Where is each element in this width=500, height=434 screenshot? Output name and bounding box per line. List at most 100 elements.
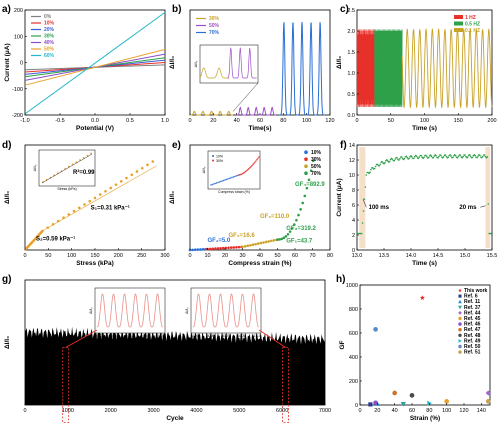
data-point-e-70% <box>309 169 313 172</box>
data-point-e-70% <box>305 186 309 190</box>
data-point-d <box>130 173 134 177</box>
chart-e-xtick-label: 20 <box>222 253 228 259</box>
chart-b-xtick-label: 120 <box>325 118 334 124</box>
chart-b-xtick-label: 0 <box>188 118 191 124</box>
chart-f-ytick-label: 6 <box>352 203 355 209</box>
data-point-f <box>398 159 400 161</box>
data-point-f <box>465 155 467 158</box>
series-b-70% <box>279 21 325 116</box>
inset-g1-xtick: 905 <box>143 334 149 338</box>
chart-c-x-axis-label: Time (s) <box>412 125 437 132</box>
chart-b-xtick-label: 20 <box>210 118 216 124</box>
panel-label-d: d) <box>2 140 11 151</box>
chart-f-xtick-label: 15.0 <box>460 253 471 259</box>
legend-label-e: 10% <box>311 150 322 156</box>
arrow-20ms <box>480 205 486 208</box>
data-point-f <box>484 155 487 158</box>
data-point-f <box>466 156 469 158</box>
series-b-50% <box>236 106 277 116</box>
chart-c-ytick-label: 0.0 <box>347 113 355 119</box>
data-point-e-30% <box>237 245 241 249</box>
cyclic-band-g <box>25 326 325 405</box>
chart-g-xtick-label: 2000 <box>105 408 117 414</box>
inset-e-point-30 <box>248 167 250 170</box>
data-point-e-70% <box>288 230 292 233</box>
data-point-e-70% <box>311 159 315 163</box>
annotation-20ms: 20 ms <box>459 205 477 211</box>
legend-label-a: 0% <box>44 14 52 20</box>
data-point-d <box>114 183 118 186</box>
data-point-f <box>410 155 412 157</box>
inset-e-point-30 <box>252 163 254 166</box>
inset-e-point-30 <box>254 161 256 163</box>
data-point-f <box>423 156 425 159</box>
data-point-f <box>432 156 435 159</box>
chart-e-xtick-label: 60 <box>292 253 298 259</box>
legend-marker-h <box>458 299 462 304</box>
legend-label-h: Ref. 48 <box>464 333 481 339</box>
data-point-f <box>490 232 492 235</box>
data-point-f <box>381 160 383 163</box>
chart-e-xtick-label: 0 <box>188 253 191 259</box>
data-point-f <box>386 160 389 162</box>
chart-f-ytick-label: 10 <box>349 173 355 179</box>
chart-d-xtick-label: 50 <box>45 253 51 259</box>
legend-label-c: 0.5 HZ <box>465 22 480 28</box>
inset-d-point <box>82 156 85 159</box>
legend-marker-h <box>458 294 462 298</box>
data-point-e-70% <box>303 194 307 198</box>
data-point-f <box>412 157 415 160</box>
data-point-f <box>452 156 454 159</box>
chart-h-xtick-label: 40 <box>392 408 398 414</box>
data-point-e-30% <box>214 247 217 250</box>
data-point-e-30% <box>232 246 236 249</box>
annotation-100ms: 100 ms <box>369 205 390 211</box>
chart-d-xtick-label: 250 <box>137 253 146 259</box>
data-point-e-70% <box>299 208 302 211</box>
data-point-f <box>474 154 477 157</box>
legend-label-c: 0.1 HZ <box>465 28 480 34</box>
annotation-gf: GF₂=110.0 <box>260 214 290 220</box>
chart-h-ytick-label: 200 <box>349 379 358 385</box>
series-c-0.5 HZ <box>374 29 403 107</box>
data-point-d <box>72 209 76 213</box>
inset-e-point-10 <box>210 184 212 186</box>
inset-d-point <box>79 159 81 161</box>
legend-marker-e <box>304 150 308 154</box>
inset-e-point-10 <box>222 179 225 182</box>
data-point-e-50% <box>241 245 244 249</box>
gf-point-ref-37 <box>400 401 406 407</box>
legend-label-h: Ref. 49 <box>464 338 481 344</box>
data-point-e-50% <box>251 243 255 247</box>
chart-h-xtick-label: 100 <box>442 408 451 414</box>
chart-c-ytick-label: 1.5 <box>347 50 355 56</box>
data-point-f <box>476 156 478 159</box>
chart-g-xtick-label: 5000 <box>233 408 245 414</box>
chart-f-ytick-label: 2 <box>352 233 355 239</box>
inset-e-point-10 <box>225 178 228 181</box>
chart-d-xtick-label: 0 <box>23 253 26 259</box>
legend-label-c: 1 HZ <box>465 15 476 21</box>
data-point-d <box>98 193 102 196</box>
inset-b-series-50 <box>227 47 257 79</box>
data-point-d <box>41 229 44 233</box>
data-point-f <box>365 174 368 176</box>
inset-g2-xtick: 6090 <box>191 334 199 338</box>
chart-f-xtick-label: 15.5 <box>487 253 498 259</box>
legend-label-h: Ref. 45 <box>464 316 481 322</box>
data-point-e-70% <box>307 178 311 182</box>
legend-label-b: 30% <box>209 16 220 22</box>
data-point-f <box>461 156 464 159</box>
data-point-f <box>449 154 451 156</box>
data-point-f <box>453 155 455 157</box>
chart-c-xtick-label: 200 <box>487 118 496 124</box>
data-point-d <box>119 180 123 183</box>
data-point-f <box>464 154 466 156</box>
chart-g-xtick-label: 1000 <box>62 408 74 414</box>
inset-e-point-10 <box>235 175 237 177</box>
chart-a-ytick-label: -100 <box>12 87 23 93</box>
data-point-e-30% <box>229 246 233 249</box>
data-point-f <box>439 154 442 157</box>
data-point-f <box>379 163 382 166</box>
data-point-e-70% <box>301 201 305 205</box>
